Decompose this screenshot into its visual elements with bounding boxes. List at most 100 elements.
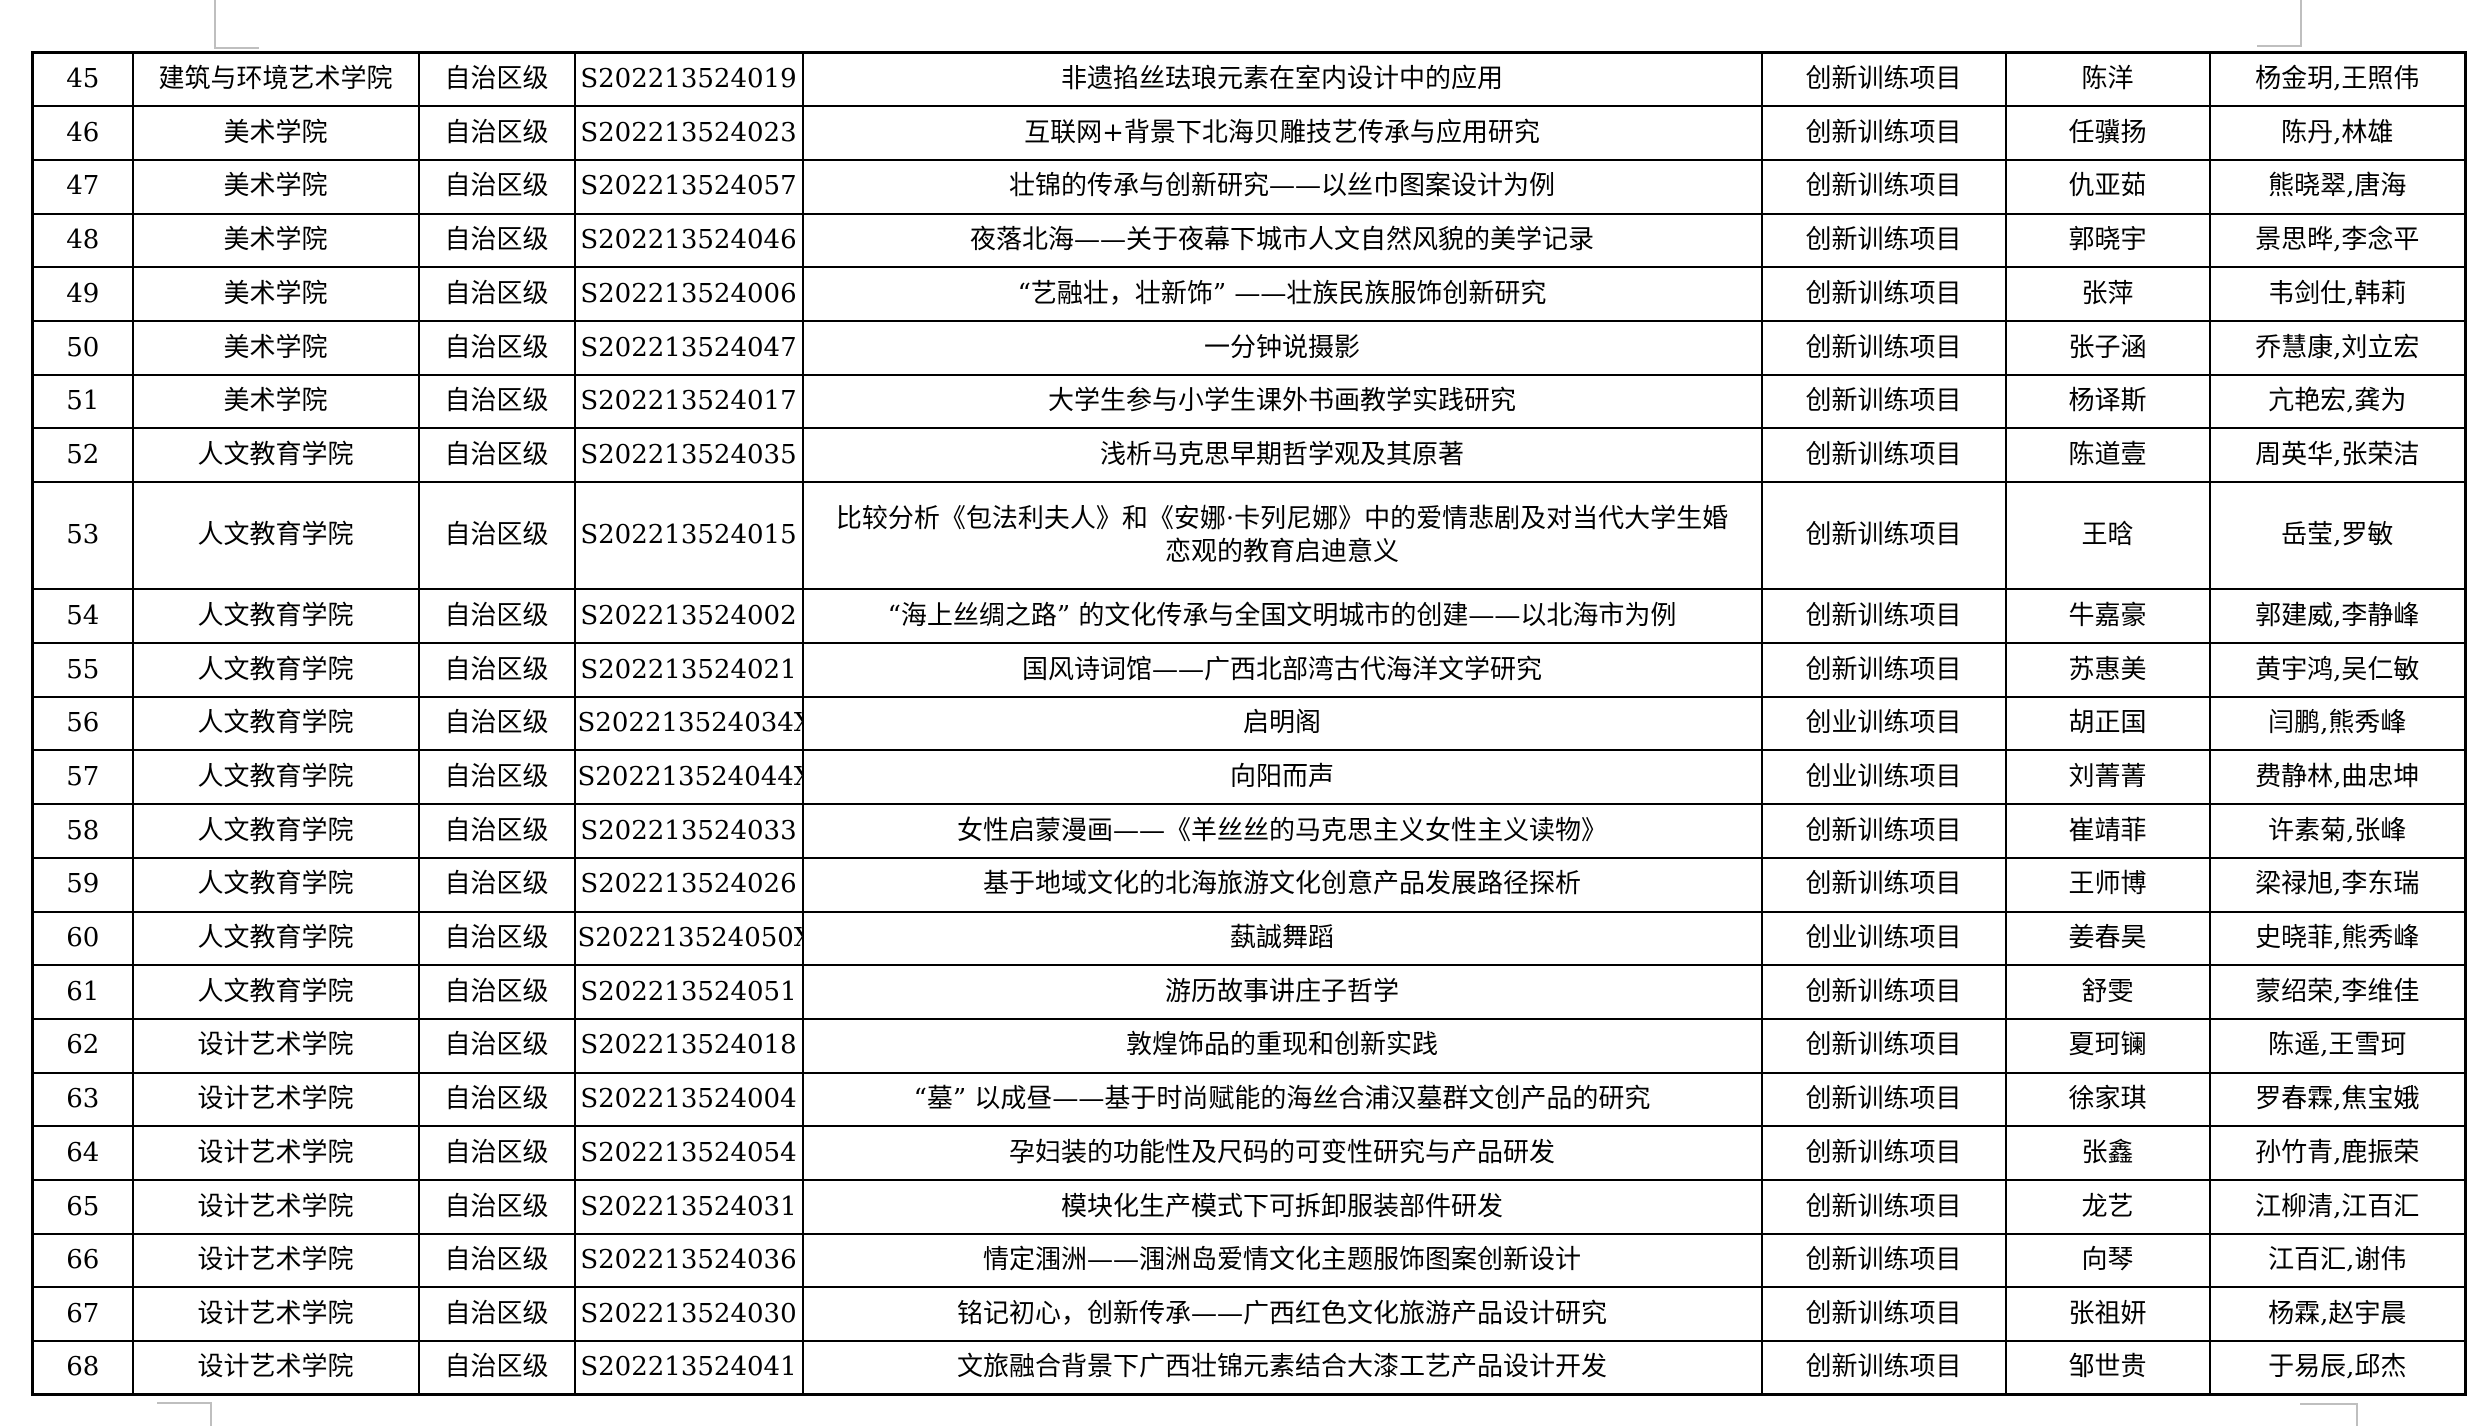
cell-project-type[interactable]: 创新训练项目 <box>1762 804 2006 858</box>
cell-project-code[interactable]: S202213524047 <box>575 321 803 375</box>
cell-level[interactable]: 自治区级 <box>419 1287 575 1341</box>
cell-leader[interactable]: 苏惠美 <box>2006 643 2210 697</box>
cell-project-title[interactable]: 夜落北海——关于夜幕下城市人文自然风貌的美学记录 <box>803 214 1762 268</box>
cell-row-number[interactable]: 60 <box>33 912 133 966</box>
cell-project-title[interactable]: 比较分析《包法利夫人》和《安娜·卡列尼娜》中的爱情悲剧及对当代大学生婚 恋观的教… <box>803 482 1762 589</box>
cell-members[interactable]: 江百汇,谢伟 <box>2210 1234 2466 1288</box>
cell-project-title[interactable]: 壮锦的传承与创新研究——以丝巾图案设计为例 <box>803 160 1762 214</box>
cell-college[interactable]: 人文教育学院 <box>133 965 419 1019</box>
cell-row-number[interactable]: 49 <box>33 267 133 321</box>
cell-project-code[interactable]: S202213524034X <box>575 697 803 751</box>
cell-project-title[interactable]: 国风诗词馆——广西北部湾古代海洋文学研究 <box>803 643 1762 697</box>
cell-members[interactable]: 许素菊,张峰 <box>2210 804 2466 858</box>
cell-row-number[interactable]: 62 <box>33 1019 133 1073</box>
cell-project-code[interactable]: S202213524041 <box>575 1341 803 1395</box>
cell-college[interactable]: 设计艺术学院 <box>133 1287 419 1341</box>
cell-level[interactable]: 自治区级 <box>419 965 575 1019</box>
cell-leader[interactable]: 仇亚茹 <box>2006 160 2210 214</box>
cell-level[interactable]: 自治区级 <box>419 858 575 912</box>
cell-row-number[interactable]: 50 <box>33 321 133 375</box>
cell-project-code[interactable]: S202213524030 <box>575 1287 803 1341</box>
cell-college[interactable]: 设计艺术学院 <box>133 1073 419 1127</box>
cell-leader[interactable]: 姜春昊 <box>2006 912 2210 966</box>
cell-college[interactable]: 美术学院 <box>133 106 419 160</box>
cell-project-code[interactable]: S202213524036 <box>575 1234 803 1288</box>
cell-project-title[interactable]: 大学生参与小学生课外书画教学实践研究 <box>803 375 1762 429</box>
cell-level[interactable]: 自治区级 <box>419 643 575 697</box>
cell-level[interactable]: 自治区级 <box>419 214 575 268</box>
cell-project-type[interactable]: 创新训练项目 <box>1762 106 2006 160</box>
cell-project-type[interactable]: 创新训练项目 <box>1762 643 2006 697</box>
cell-project-type[interactable]: 创新训练项目 <box>1762 1234 2006 1288</box>
cell-project-code[interactable]: S202213524021 <box>575 643 803 697</box>
cell-project-title[interactable]: “墓” 以成昼——基于时尚赋能的海丝合浦汉墓群文创产品的研究 <box>803 1073 1762 1127</box>
cell-project-title[interactable]: 基于地域文化的北海旅游文化创意产品发展路径探析 <box>803 858 1762 912</box>
cell-college[interactable]: 人文教育学院 <box>133 482 419 589</box>
cell-project-title[interactable]: 游历故事讲庄子哲学 <box>803 965 1762 1019</box>
cell-members[interactable]: 亢艳宏,龚为 <box>2210 375 2466 429</box>
cell-leader[interactable]: 杨译斯 <box>2006 375 2210 429</box>
cell-leader[interactable]: 舒雯 <box>2006 965 2210 1019</box>
cell-members[interactable]: 乔慧康,刘立宏 <box>2210 321 2466 375</box>
cell-members[interactable]: 闫鹏,熊秀峰 <box>2210 697 2466 751</box>
cell-leader[interactable]: 胡正国 <box>2006 697 2210 751</box>
cell-leader[interactable]: 张祖妍 <box>2006 1287 2210 1341</box>
cell-leader[interactable]: 向琴 <box>2006 1234 2210 1288</box>
cell-members[interactable]: 陈丹,林雄 <box>2210 106 2466 160</box>
cell-row-number[interactable]: 65 <box>33 1180 133 1234</box>
cell-project-code[interactable]: S202213524002 <box>575 589 803 643</box>
cell-level[interactable]: 自治区级 <box>419 1126 575 1180</box>
cell-level[interactable]: 自治区级 <box>419 1234 575 1288</box>
cell-level[interactable]: 自治区级 <box>419 912 575 966</box>
cell-college[interactable]: 人文教育学院 <box>133 589 419 643</box>
cell-project-code[interactable]: S202213524044X <box>575 750 803 804</box>
cell-project-type[interactable]: 创新训练项目 <box>1762 1019 2006 1073</box>
cell-project-type[interactable]: 创新训练项目 <box>1762 965 2006 1019</box>
cell-project-type[interactable]: 创新训练项目 <box>1762 1341 2006 1395</box>
cell-college[interactable]: 美术学院 <box>133 375 419 429</box>
cell-project-type[interactable]: 创新训练项目 <box>1762 482 2006 589</box>
cell-row-number[interactable]: 68 <box>33 1341 133 1395</box>
cell-college[interactable]: 人文教育学院 <box>133 643 419 697</box>
cell-leader[interactable]: 王师博 <box>2006 858 2210 912</box>
cell-level[interactable]: 自治区级 <box>419 804 575 858</box>
cell-college[interactable]: 人文教育学院 <box>133 750 419 804</box>
cell-project-type[interactable]: 创新训练项目 <box>1762 1073 2006 1127</box>
cell-row-number[interactable]: 55 <box>33 643 133 697</box>
cell-college[interactable]: 美术学院 <box>133 267 419 321</box>
cell-members[interactable]: 罗春霖,焦宝娥 <box>2210 1073 2466 1127</box>
cell-project-code[interactable]: S202213524015 <box>575 482 803 589</box>
cell-level[interactable]: 自治区级 <box>419 697 575 751</box>
cell-members[interactable]: 韦剑仕,韩莉 <box>2210 267 2466 321</box>
cell-row-number[interactable]: 47 <box>33 160 133 214</box>
cell-leader[interactable]: 邹世贵 <box>2006 1341 2210 1395</box>
cell-members[interactable]: 杨霖,赵宇晨 <box>2210 1287 2466 1341</box>
cell-members[interactable]: 郭建威,李静峰 <box>2210 589 2466 643</box>
cell-college[interactable]: 设计艺术学院 <box>133 1341 419 1395</box>
cell-members[interactable]: 杨金玥,王照伟 <box>2210 53 2466 107</box>
cell-level[interactable]: 自治区级 <box>419 750 575 804</box>
cell-row-number[interactable]: 61 <box>33 965 133 1019</box>
cell-college[interactable]: 人文教育学院 <box>133 858 419 912</box>
cell-college[interactable]: 美术学院 <box>133 321 419 375</box>
cell-leader[interactable]: 张子涵 <box>2006 321 2210 375</box>
cell-project-code[interactable]: S202213524004 <box>575 1073 803 1127</box>
cell-members[interactable]: 孙竹青,鹿振荣 <box>2210 1126 2466 1180</box>
cell-project-title[interactable]: 情定涠洲——涠洲岛爱情文化主题服饰图案创新设计 <box>803 1234 1762 1288</box>
cell-members[interactable]: 周英华,张荣洁 <box>2210 428 2466 482</box>
cell-college[interactable]: 美术学院 <box>133 160 419 214</box>
cell-row-number[interactable]: 45 <box>33 53 133 107</box>
cell-project-title[interactable]: 敦煌饰品的重现和创新实践 <box>803 1019 1762 1073</box>
cell-project-title[interactable]: 非遗掐丝珐琅元素在室内设计中的应用 <box>803 53 1762 107</box>
cell-project-type[interactable]: 创业训练项目 <box>1762 697 2006 751</box>
cell-project-type[interactable]: 创新训练项目 <box>1762 428 2006 482</box>
cell-project-code[interactable]: S202213524051 <box>575 965 803 1019</box>
cell-project-code[interactable]: S202213524035 <box>575 428 803 482</box>
cell-college[interactable]: 人文教育学院 <box>133 912 419 966</box>
cell-members[interactable]: 景思晔,李念平 <box>2210 214 2466 268</box>
cell-project-code[interactable]: S202213524054 <box>575 1126 803 1180</box>
cell-project-code[interactable]: S202213524026 <box>575 858 803 912</box>
cell-leader[interactable]: 郭晓宇 <box>2006 214 2210 268</box>
cell-project-title[interactable]: 浅析马克思早期哲学观及其原著 <box>803 428 1762 482</box>
cell-project-code[interactable]: S202213524050X <box>575 912 803 966</box>
